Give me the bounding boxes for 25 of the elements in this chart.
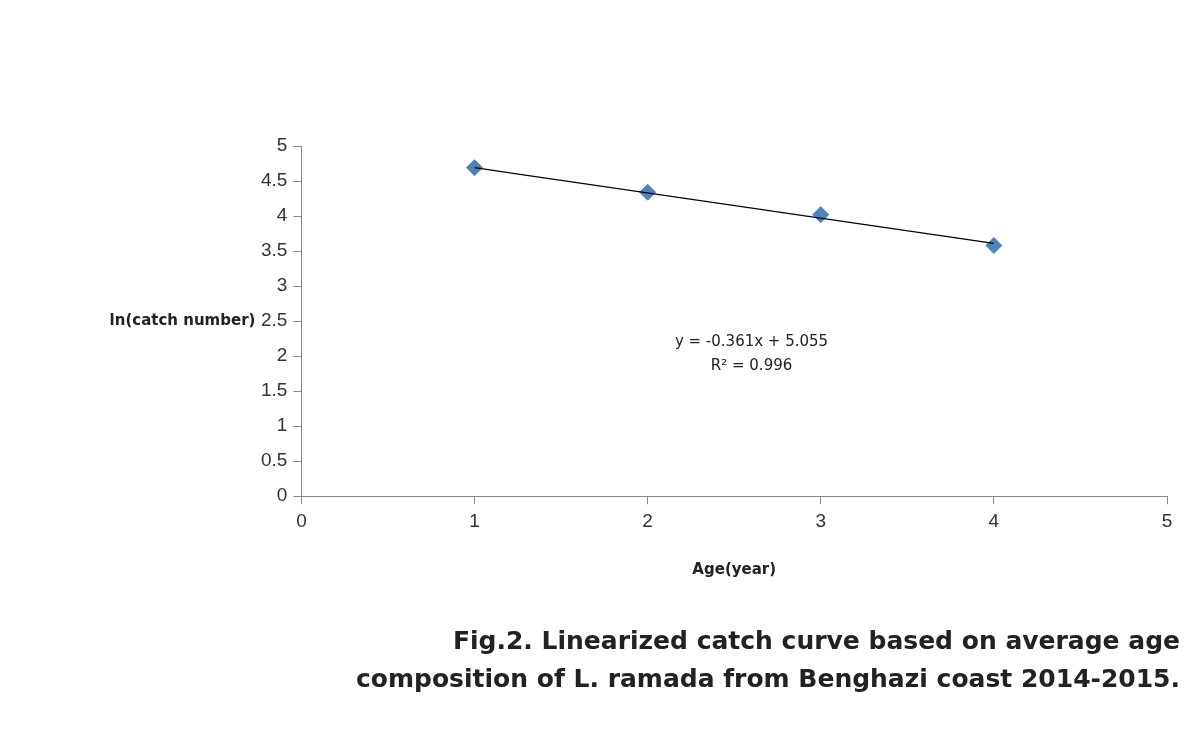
- y-tick-label: 2: [276, 344, 288, 366]
- y-tick-label: 4: [276, 204, 288, 226]
- x-tick-label: 4: [988, 509, 1000, 531]
- annotation: R² = 0.996: [710, 356, 793, 374]
- point: [985, 236, 1003, 254]
- caption: Fig.2. Linearized catch curve based on average age composition of L. ramada from Benghazi coast 2014-2015.: [355, 625, 1180, 695]
- y-tick-label: 2.5: [260, 309, 288, 331]
- y-tick-label: 5: [276, 134, 288, 156]
- y-axis-title: ln(catch number): [109, 310, 256, 329]
- x-tick-label: 0: [296, 509, 307, 531]
- x-tick-label: 3: [815, 509, 827, 531]
- y-tick-label: 1.5: [260, 379, 288, 401]
- x-tick-label: 5: [1161, 509, 1173, 531]
- annotation: y = -0.361x + 5.055: [674, 332, 829, 350]
- x-axis-title: Age(year): [692, 559, 777, 578]
- x-tick-label: 2: [642, 509, 653, 531]
- y-tick-label: 4.5: [260, 169, 288, 191]
- x-tick-label: 1: [469, 509, 480, 531]
- point: [812, 206, 830, 224]
- y-tick-label: 0.5: [260, 449, 288, 471]
- y-tick-label: 0: [276, 484, 288, 506]
- y-tick-label: 3.5: [260, 239, 288, 261]
- y-tick-label: 1: [276, 414, 288, 436]
- point: [466, 159, 484, 177]
- y-tick-label: 3: [276, 274, 288, 296]
